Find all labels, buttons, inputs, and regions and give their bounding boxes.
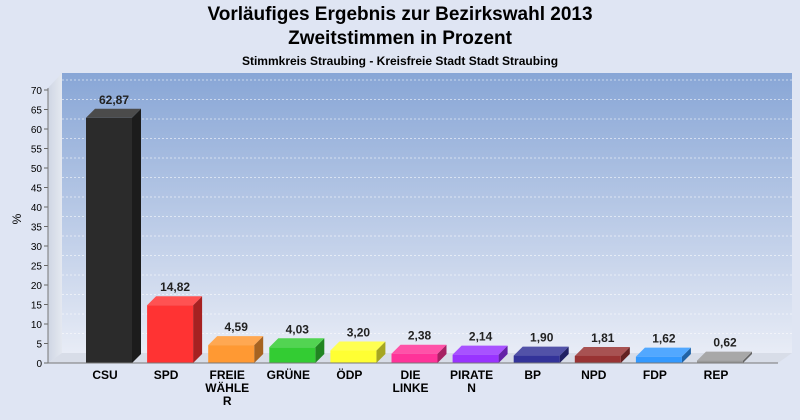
- data-label: 4,03: [286, 322, 310, 336]
- bar-side: [620, 346, 630, 363]
- x-tick-label: FDP: [643, 368, 667, 382]
- chart-title: Vorläufiges Ergebnis zur Bezirkswahl 201…: [207, 4, 593, 25]
- x-tick-label: N: [467, 381, 476, 395]
- bar-side: [376, 341, 386, 363]
- bar-side: [193, 296, 203, 363]
- x-tick-label: DIE: [400, 368, 420, 382]
- bar: [635, 347, 691, 363]
- x-tick-label: R: [223, 394, 232, 408]
- bar-front: [391, 353, 438, 363]
- x-tick-label: REP: [704, 368, 729, 382]
- y-tick-label: 50: [31, 164, 43, 175]
- y-tick-label: 55: [31, 145, 43, 156]
- chart-title-line2: Zweitstimmen in Prozent: [288, 28, 512, 49]
- chart-subtitle: Stimmkreis Straubing - Kreisfreie Stadt …: [241, 54, 559, 68]
- bar: [513, 346, 569, 363]
- data-label: 3,20: [347, 326, 371, 340]
- bar-top: [208, 336, 264, 346]
- y-tick-label: 65: [31, 106, 43, 117]
- y-tick-label: 45: [31, 184, 43, 195]
- bar-side: [132, 108, 141, 363]
- y-tick-label: 20: [31, 281, 43, 292]
- bar-side: [498, 345, 508, 363]
- bar-side: [437, 344, 447, 363]
- bar: [452, 345, 508, 363]
- x-tick-label: CSU: [92, 368, 117, 382]
- bar-front: [697, 360, 743, 363]
- x-tick-label: GRÜNE: [267, 367, 310, 382]
- bar-front: [452, 354, 499, 363]
- x-tick-label: ÖDP: [336, 367, 362, 382]
- x-tick-label: NPD: [581, 368, 607, 382]
- bar-front: [147, 305, 194, 363]
- plot-left-wall: [48, 73, 62, 363]
- data-label: 2,14: [469, 330, 493, 344]
- bar-side: [681, 347, 691, 363]
- x-tick-label: SPD: [154, 368, 179, 382]
- bar-top: [452, 345, 508, 355]
- y-tick-label: 30: [31, 242, 43, 253]
- x-tick-label: PIRATE: [450, 368, 493, 382]
- bar-front: [208, 345, 255, 363]
- bar: [330, 341, 386, 363]
- data-label: 2,38: [408, 329, 432, 343]
- data-label: 62,87: [99, 93, 129, 107]
- bar-front: [86, 117, 132, 363]
- data-label: 14,82: [160, 280, 190, 294]
- data-label: 1,62: [652, 332, 676, 346]
- data-label: 1,81: [591, 331, 615, 345]
- x-tick-label: FREIE: [210, 368, 245, 382]
- bar-side: [559, 346, 569, 363]
- bar-top: [513, 346, 569, 356]
- bar-front: [269, 347, 316, 363]
- bar-top: [147, 296, 203, 306]
- bar: [147, 296, 203, 363]
- bar: [269, 338, 325, 363]
- bar-front: [635, 356, 682, 363]
- bar-top: [269, 338, 325, 348]
- bar-top: [574, 346, 630, 356]
- bar: [697, 351, 752, 363]
- y-tick-label: 0: [36, 359, 42, 370]
- bar-top: [697, 351, 752, 361]
- y-axis-label: %: [10, 213, 24, 224]
- bar-front: [513, 355, 560, 363]
- bar: [574, 346, 630, 363]
- y-tick-label: 5: [36, 340, 42, 351]
- bar-side: [254, 336, 264, 363]
- bar-front: [330, 350, 377, 363]
- y-tick-label: 15: [31, 301, 43, 312]
- y-tick-label: 35: [31, 223, 43, 234]
- bar-side: [743, 351, 752, 363]
- bar-top: [86, 108, 141, 118]
- bar-top: [391, 344, 447, 354]
- data-label: 4,59: [225, 320, 249, 334]
- bar: [86, 108, 141, 363]
- data-label: 1,90: [530, 331, 554, 345]
- x-tick-label: WÄHLE: [205, 380, 249, 395]
- y-tick-label: 25: [31, 262, 43, 273]
- bar-side: [315, 338, 325, 363]
- data-label: 0,62: [713, 336, 737, 350]
- x-tick-label: BP: [524, 368, 541, 382]
- bar: [391, 344, 447, 363]
- bar-top: [330, 341, 386, 351]
- y-tick-label: 60: [31, 125, 43, 136]
- y-tick-label: 70: [31, 86, 43, 97]
- y-tick-label: 10: [31, 320, 43, 331]
- bar-top: [635, 347, 691, 357]
- bar-front: [574, 355, 621, 363]
- y-tick-label: 40: [31, 203, 43, 214]
- x-tick-label: LINKE: [393, 381, 429, 395]
- bar: [208, 336, 264, 363]
